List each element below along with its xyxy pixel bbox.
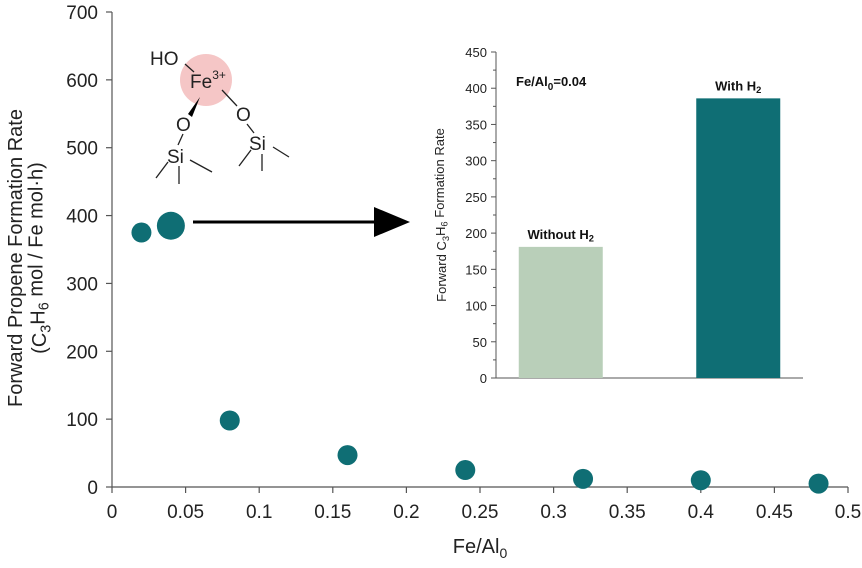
main-x-tick-label: 0.1: [246, 502, 272, 523]
structure-label-fe: Fe3+: [190, 68, 226, 93]
inset-y-tick-label: 350: [465, 117, 487, 132]
main-y-tick-label: 600: [66, 71, 98, 92]
fe-highlight: [180, 54, 232, 106]
main-y-tick-label: 500: [66, 139, 98, 160]
main-y-tick-label: 100: [66, 410, 98, 431]
main-x-tick-label: 0.25: [462, 502, 499, 523]
inset-bar-label: Without H2: [528, 227, 594, 244]
wedge-bond: [188, 97, 200, 117]
main-y-tick-label: 400: [66, 207, 98, 228]
main-y-tick-label: 200: [66, 342, 98, 363]
main-data-point: [219, 410, 240, 431]
inset-y-ticks: 0 50 100 150 200 250 300 350 400 450: [465, 45, 496, 386]
structure-label-ho: HO: [150, 49, 179, 70]
inset-y-tick-label: 200: [465, 226, 487, 241]
inset-y-tick-label: 150: [465, 262, 487, 277]
main-data-point-highlighted: [156, 211, 185, 240]
main-y-tick-label: 0: [87, 478, 98, 499]
main-x-tick-label: 0.3: [540, 502, 566, 523]
main-x-ticks: 0 0.05 0.1 0.15 0.2 0.25 0.3 0.35 0.4 0.45 0.5: [107, 487, 861, 523]
structure-label-si-right: Si: [249, 134, 266, 155]
main-y-axis-label-line1: Forward Propene Formation Rate: [5, 109, 27, 407]
main-x-axis-label: Fe/Al0: [453, 536, 508, 561]
structure-label-o-right: O: [236, 105, 251, 126]
main-data-point: [573, 468, 594, 489]
main-data-point: [131, 222, 152, 243]
structure-label-si-left: Si: [167, 147, 184, 168]
inset-y-axis-label: Forward C3H6 Formation Rate: [432, 128, 451, 302]
main-data-points: [131, 211, 829, 494]
main-x-tick-label: 0: [107, 502, 118, 523]
inset-bars: Without H2 With H2: [518, 78, 781, 378]
main-x-tick-label: 0.45: [756, 502, 793, 523]
fe-site-structure: HO Fe3+ O O Si Si: [150, 49, 290, 184]
inset-annotation: Fe/Al0=0.04: [516, 74, 587, 93]
inset-y-tick-label: 250: [465, 190, 487, 205]
main-x-tick-label: 0.5: [835, 502, 861, 523]
inset-bar: [696, 98, 781, 378]
inset-y-tick-label: 300: [465, 154, 487, 169]
inset-bar-label: With H2: [715, 78, 761, 95]
main-x-tick-label: 0.15: [314, 502, 351, 523]
inset-y-tick-label: 450: [465, 45, 487, 60]
inset-y-tick-label: 400: [465, 81, 487, 96]
main-x-tick-label: 0.4: [688, 502, 715, 523]
main-data-point: [690, 470, 711, 491]
inset-y-tick-label: 50: [473, 335, 487, 350]
main-data-point: [455, 460, 476, 481]
main-y-ticks: 0 100 200 300 400 500 600 700: [66, 3, 112, 499]
main-x-tick-label: 0.2: [393, 502, 419, 523]
main-y-tick-label: 700: [66, 3, 98, 24]
inset-y-tick-label: 100: [465, 299, 487, 314]
structure-label-o-left: O: [176, 115, 191, 136]
main-x-tick-label: 0.35: [609, 502, 646, 523]
main-data-point: [808, 473, 829, 494]
main-y-tick-label: 300: [66, 274, 98, 295]
main-data-point: [337, 445, 358, 466]
inset-bar: [518, 246, 603, 378]
main-x-tick-label: 0.05: [167, 502, 204, 523]
main-y-axis-label-line2: (C3H6 mol / Fe mol·h): [26, 162, 55, 354]
inset-y-tick-label: 0: [480, 371, 487, 386]
